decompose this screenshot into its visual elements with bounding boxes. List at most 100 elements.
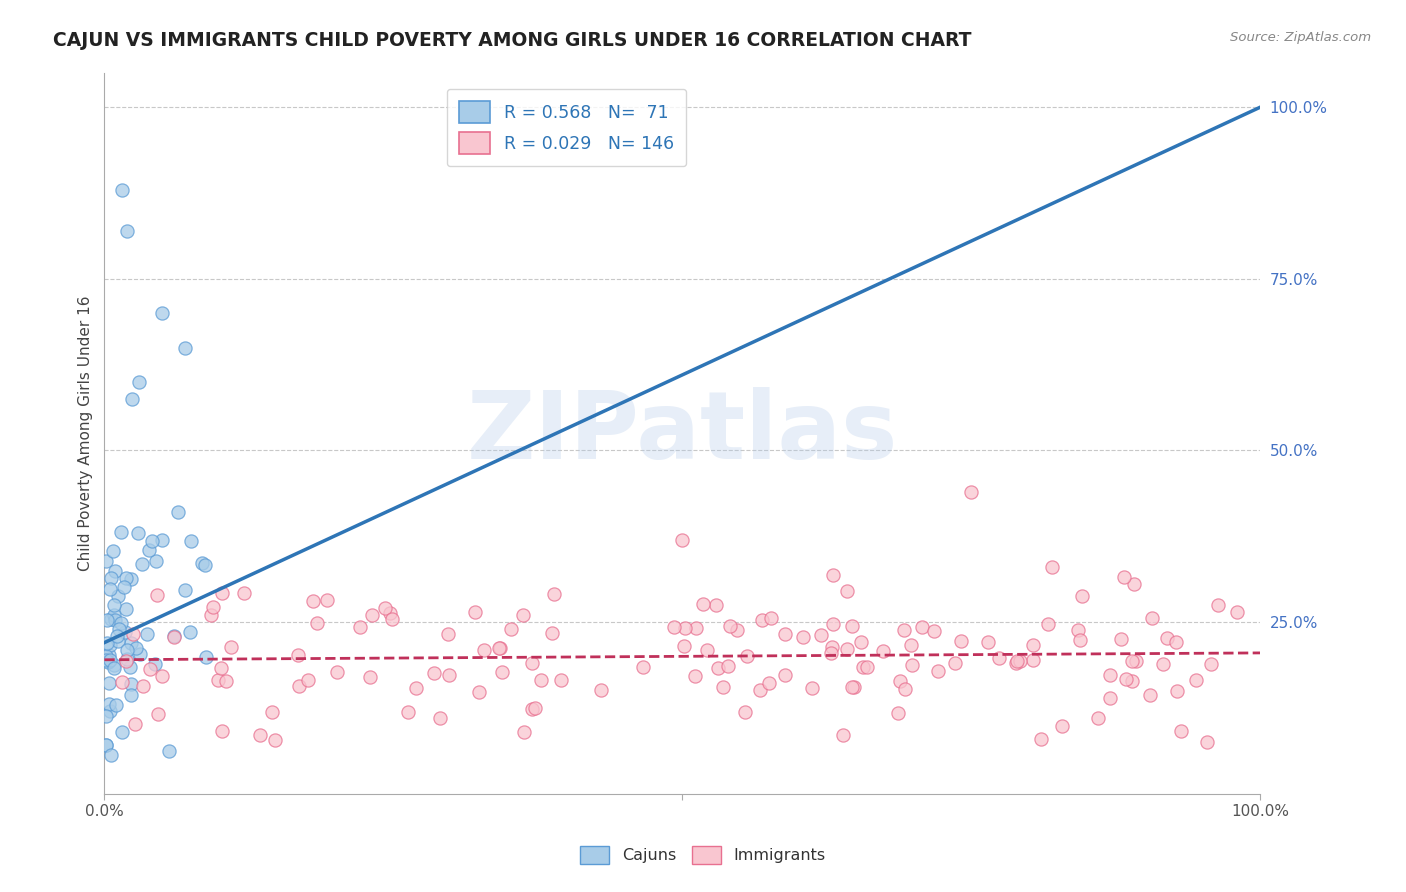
Point	[841, 680, 863, 694]
Point	[1112, 570, 1135, 584]
Point	[889, 673, 911, 688]
Point	[103, 661, 125, 675]
Point	[429, 711, 451, 725]
Point	[1098, 691, 1121, 706]
Point	[1166, 635, 1188, 649]
Point	[94, 738, 117, 752]
Point	[734, 706, 756, 720]
Point	[672, 639, 695, 653]
Point	[120, 572, 142, 586]
Point	[711, 680, 734, 694]
Point	[115, 571, 138, 585]
Point	[835, 642, 858, 657]
Point	[94, 739, 117, 753]
Point	[349, 619, 371, 633]
Point	[211, 723, 233, 738]
Point	[112, 580, 135, 594]
Text: CAJUN VS IMMIGRANTS CHILD POVERTY AMONG GIRLS UNDER 16 CORRELATION CHART: CAJUN VS IMMIGRANTS CHILD POVERTY AMONG …	[53, 31, 972, 50]
Point	[297, 673, 319, 687]
Point	[120, 635, 142, 649]
Point	[1197, 735, 1219, 749]
Point	[501, 622, 523, 636]
Point	[107, 622, 129, 636]
Point	[104, 698, 127, 713]
Point	[374, 601, 396, 615]
Point	[96, 649, 118, 664]
Point	[773, 668, 796, 682]
Point	[96, 635, 118, 649]
Point	[128, 375, 150, 389]
Point	[683, 669, 706, 683]
Point	[96, 613, 118, 627]
Point	[685, 620, 707, 634]
Point	[927, 664, 949, 678]
Point	[174, 583, 197, 598]
Point	[696, 642, 718, 657]
Point	[105, 629, 128, 643]
Point	[287, 648, 309, 663]
Point	[359, 670, 381, 684]
Point	[849, 635, 872, 649]
Point	[894, 681, 917, 696]
Point	[132, 679, 155, 693]
Point	[115, 653, 138, 667]
Point	[872, 644, 894, 658]
Point	[758, 676, 780, 690]
Point	[97, 655, 120, 669]
Point	[139, 662, 162, 676]
Text: Source: ZipAtlas.com: Source: ZipAtlas.com	[1230, 31, 1371, 45]
Point	[735, 648, 758, 663]
Point	[439, 668, 461, 682]
Point	[671, 533, 693, 547]
Point	[844, 680, 866, 694]
Point	[115, 652, 138, 666]
Point	[1066, 623, 1088, 637]
Point	[717, 659, 740, 673]
Point	[104, 564, 127, 578]
Point	[950, 634, 973, 648]
Point	[1040, 560, 1063, 574]
Point	[631, 660, 654, 674]
Point	[512, 608, 534, 623]
Point	[145, 554, 167, 568]
Point	[200, 607, 222, 622]
Point	[1206, 598, 1229, 612]
Point	[305, 615, 328, 630]
Point	[111, 183, 134, 197]
Point	[378, 607, 401, 621]
Point	[773, 626, 796, 640]
Point	[900, 638, 922, 652]
Point	[423, 666, 446, 681]
Point	[114, 602, 136, 616]
Point	[1115, 672, 1137, 686]
Point	[1005, 656, 1028, 670]
Point	[489, 640, 512, 655]
Point	[396, 705, 419, 719]
Point	[194, 558, 217, 572]
Point	[1031, 731, 1053, 746]
Point	[468, 685, 491, 699]
Point	[960, 484, 983, 499]
Point	[751, 613, 773, 627]
Point	[120, 688, 142, 702]
Point	[94, 708, 117, 723]
Point	[98, 582, 121, 596]
Point	[1098, 667, 1121, 681]
Point	[207, 673, 229, 687]
Point	[233, 585, 256, 599]
Point	[100, 747, 122, 762]
Point	[121, 392, 143, 406]
Point	[167, 505, 190, 519]
Point	[150, 669, 173, 683]
Point	[530, 673, 553, 687]
Point	[1156, 631, 1178, 645]
Point	[1071, 590, 1094, 604]
Point	[122, 627, 145, 641]
Point	[1008, 654, 1031, 668]
Point	[988, 651, 1011, 665]
Point	[1121, 673, 1143, 688]
Point	[145, 588, 167, 602]
Point	[103, 599, 125, 613]
Point	[98, 638, 121, 652]
Point	[464, 605, 486, 619]
